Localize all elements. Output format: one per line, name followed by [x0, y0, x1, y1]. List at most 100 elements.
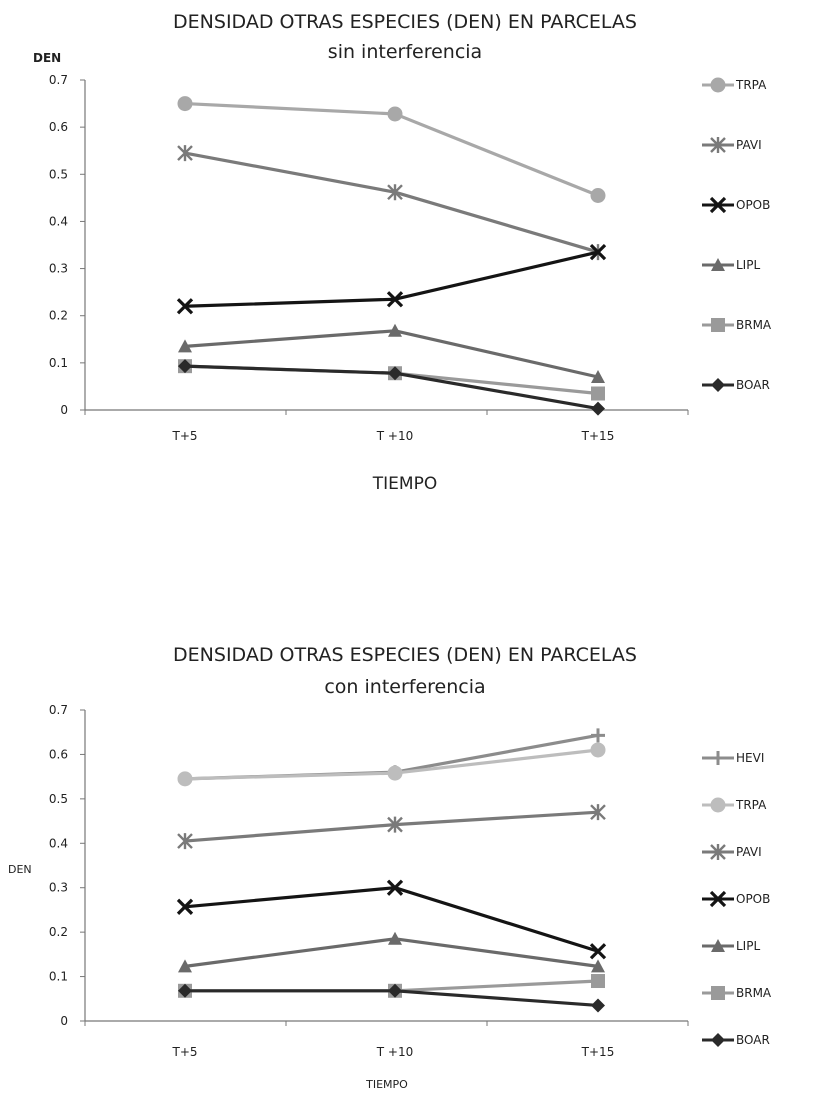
- legend-item-hevi: HEVI: [702, 751, 764, 765]
- y-tick-label: 0: [60, 1014, 68, 1028]
- y-tick-label: 0.7: [49, 703, 68, 717]
- point-pavi-1: [387, 816, 403, 833]
- point-boar-2: [591, 401, 605, 416]
- point-opob-2: [589, 943, 607, 960]
- point-pavi-0: [177, 833, 193, 850]
- legend-item-boar: BOAR: [702, 1033, 770, 1047]
- series-boar: [178, 983, 605, 1013]
- legend-item-pavi: PAVI: [702, 844, 762, 860]
- legend-item-trpa: TRPA: [702, 797, 767, 813]
- series-boar: [178, 359, 605, 416]
- point-boar-0: [178, 983, 192, 998]
- point-lipl-2: [591, 370, 605, 383]
- series-line-pavi: [184, 151, 599, 254]
- x-tick-label: T +10: [376, 429, 413, 443]
- point-opob-1: [386, 879, 404, 896]
- legend-marker-boar: [711, 1033, 725, 1047]
- point-hevi-2: [591, 728, 605, 743]
- series-lipl: [178, 931, 605, 973]
- legend-item-lipl: LIPL: [702, 939, 760, 953]
- series-trpa: [177, 742, 606, 787]
- point-trpa-1: [387, 106, 403, 122]
- x-tick-label: T+15: [581, 429, 615, 443]
- legend-marker-lipl: [711, 258, 725, 271]
- x-tick-label: T +10: [376, 1045, 413, 1059]
- legend-item-pavi: PAVI: [702, 137, 762, 153]
- legend-marker-hevi: [711, 751, 725, 765]
- chart-subtitle: sin interferencia: [328, 41, 482, 63]
- legend-marker-pavi: [710, 137, 726, 153]
- legend-item-lipl: LIPL: [702, 258, 760, 272]
- legend-marker-trpa: [710, 77, 726, 93]
- legend-marker-lipl: [711, 939, 725, 952]
- legend-label: LIPL: [736, 258, 760, 272]
- series-lipl: [178, 323, 605, 383]
- legend-label: TRPA: [735, 78, 767, 92]
- point-pavi-1: [387, 184, 403, 201]
- x-tick-label: T+5: [171, 429, 197, 443]
- y-tick-label: 0.7: [49, 73, 68, 87]
- chart-title: DENSIDAD OTRAS ESPECIES (DEN) EN PARCELA…: [173, 11, 637, 33]
- legend-marker-pavi: [710, 844, 726, 860]
- x-axis-label: TIEMPO: [372, 474, 437, 494]
- point-opob-0: [176, 898, 194, 915]
- legend-item-brma: BRMA: [702, 318, 772, 332]
- point-trpa-0: [177, 96, 193, 112]
- series-line-opob: [184, 250, 599, 308]
- point-trpa-1: [387, 765, 403, 781]
- legend-label: LIPL: [736, 939, 760, 953]
- y-tick-label: 0.1: [49, 970, 68, 984]
- legend-label: PAVI: [736, 845, 762, 859]
- y-axis-label: DEN: [8, 863, 32, 876]
- point-trpa-2: [590, 742, 606, 758]
- legend-label: BRMA: [736, 986, 772, 1000]
- series-opob: [176, 879, 607, 960]
- y-tick-label: 0.6: [49, 747, 68, 761]
- point-trpa-0: [177, 771, 193, 787]
- legend-marker-opob: [709, 890, 727, 908]
- y-tick-label: 0.5: [49, 167, 68, 181]
- point-opob-2: [589, 243, 607, 261]
- chart-subtitle: con interferencia: [324, 676, 485, 698]
- legend-marker-trpa: [710, 797, 726, 813]
- legend-label: BRMA: [736, 318, 772, 332]
- point-lipl-0: [178, 959, 192, 973]
- y-tick-label: 0.6: [49, 120, 68, 134]
- chart-title: DENSIDAD OTRAS ESPECIES (DEN) EN PARCELA…: [173, 644, 637, 666]
- x-tick-label: T+15: [581, 1045, 615, 1059]
- point-lipl-1: [388, 931, 402, 945]
- legend-label: TRPA: [735, 798, 767, 812]
- point-pavi-2: [590, 804, 606, 821]
- point-lipl-1: [388, 323, 402, 337]
- y-tick-label: 0.5: [49, 792, 68, 806]
- legend-label: OPOB: [736, 198, 770, 212]
- point-opob-0: [176, 298, 194, 315]
- y-tick-label: 0.1: [49, 356, 68, 370]
- legend-label: BOAR: [736, 378, 770, 392]
- legend-label: HEVI: [736, 751, 764, 765]
- legend-item-brma: BRMA: [702, 986, 772, 1000]
- point-lipl-2: [591, 959, 605, 973]
- legend-item-opob: OPOB: [702, 890, 770, 908]
- legend-item-opob: OPOB: [702, 196, 770, 214]
- x-axis-label: TIEMPO: [365, 1078, 408, 1091]
- series-opob: [176, 243, 607, 315]
- point-trpa-2: [590, 188, 606, 203]
- point-pavi-0: [177, 145, 193, 162]
- point-boar-2: [591, 998, 605, 1013]
- y-tick-label: 0: [60, 403, 68, 417]
- point-lipl-0: [178, 339, 192, 353]
- y-tick-label: 0.4: [49, 836, 68, 850]
- x-tick-label: T+5: [171, 1045, 197, 1059]
- y-tick-label: 0.3: [49, 881, 68, 895]
- series-trpa: [177, 96, 606, 203]
- point-opob-1: [386, 291, 404, 308]
- legend-label: OPOB: [736, 892, 770, 906]
- y-tick-label: 0.4: [49, 214, 68, 228]
- y-tick-label: 0.2: [49, 925, 68, 939]
- point-boar-1: [388, 983, 402, 998]
- series-pavi: [177, 804, 606, 850]
- chart-con-interferencia: DENSIDAD OTRAS ESPECIES (DEN) EN PARCELA…: [8, 644, 772, 1091]
- legend-item-trpa: TRPA: [702, 77, 767, 93]
